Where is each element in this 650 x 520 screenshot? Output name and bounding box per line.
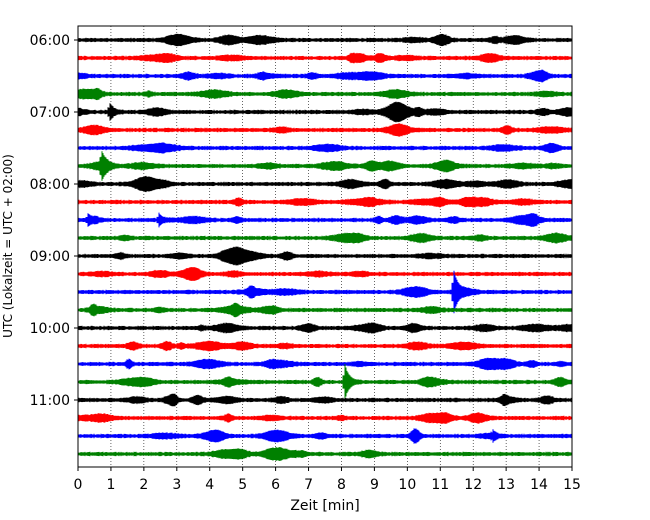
y-tick-label: 11:00: [30, 393, 70, 409]
y-tick-label: 07:00: [30, 105, 70, 121]
trace-line: [77, 52, 573, 64]
trace-line: [77, 357, 573, 371]
x-tick-label: 7: [304, 477, 313, 493]
y-tick-label: 10:00: [30, 321, 70, 337]
trace-line: [77, 267, 573, 281]
x-tick-label: 4: [205, 477, 214, 493]
x-axis: 0 1 2 3 4 5 6 7 8 9 10 11 12 13 14 15: [74, 467, 581, 493]
trace-line: [77, 232, 573, 244]
trace-line: [77, 340, 573, 352]
trace-line: [77, 270, 573, 314]
trace-line: [77, 33, 573, 47]
trace-line: [77, 151, 573, 181]
x-tick-label: 3: [172, 477, 181, 493]
trace-line: [77, 87, 573, 101]
x-tick-label: 6: [271, 477, 280, 493]
x-tick-label: 15: [563, 477, 581, 493]
x-tick-label: 13: [497, 477, 515, 493]
x-tick-label: 14: [530, 477, 548, 493]
trace-line: [77, 101, 573, 123]
trace-line: [77, 175, 573, 193]
plot-frame: [77, 25, 573, 468]
seismogram-traces: [77, 33, 573, 461]
y-axis-label: UTC (Lokalzeit = UTC + 02:00): [1, 154, 15, 338]
x-tick-label: 8: [337, 477, 346, 493]
y-tick-label: 06:00: [30, 33, 70, 49]
trace-line: [77, 142, 573, 154]
y-tick-label: 08:00: [30, 177, 70, 193]
x-tick-label: 1: [106, 477, 115, 493]
x-tick-label: 9: [370, 477, 379, 493]
y-axis: 06:00 07:00 08:00 09:00 10:00 11:00: [30, 33, 78, 409]
trace-line: [77, 322, 573, 334]
x-tick-label: 2: [139, 477, 148, 493]
trace-line: [77, 246, 573, 266]
x-tick-label: 5: [238, 477, 247, 493]
trace-line: [77, 393, 573, 407]
x-tick-label: 11: [431, 477, 449, 493]
trace-line: [77, 412, 573, 424]
trace-line: [77, 428, 573, 444]
trace-line: [77, 447, 573, 461]
trace-line: [77, 212, 573, 228]
trace-line: [77, 196, 573, 208]
trace-line: [77, 69, 573, 83]
x-axis-label: Zeit [min]: [290, 498, 359, 514]
x-tick-label: 12: [464, 477, 482, 493]
trace-line: [77, 302, 573, 318]
x-tick-label: 10: [398, 477, 416, 493]
trace-line: [77, 123, 573, 137]
x-tick-label: 0: [74, 477, 83, 493]
y-tick-label: 09:00: [30, 249, 70, 265]
